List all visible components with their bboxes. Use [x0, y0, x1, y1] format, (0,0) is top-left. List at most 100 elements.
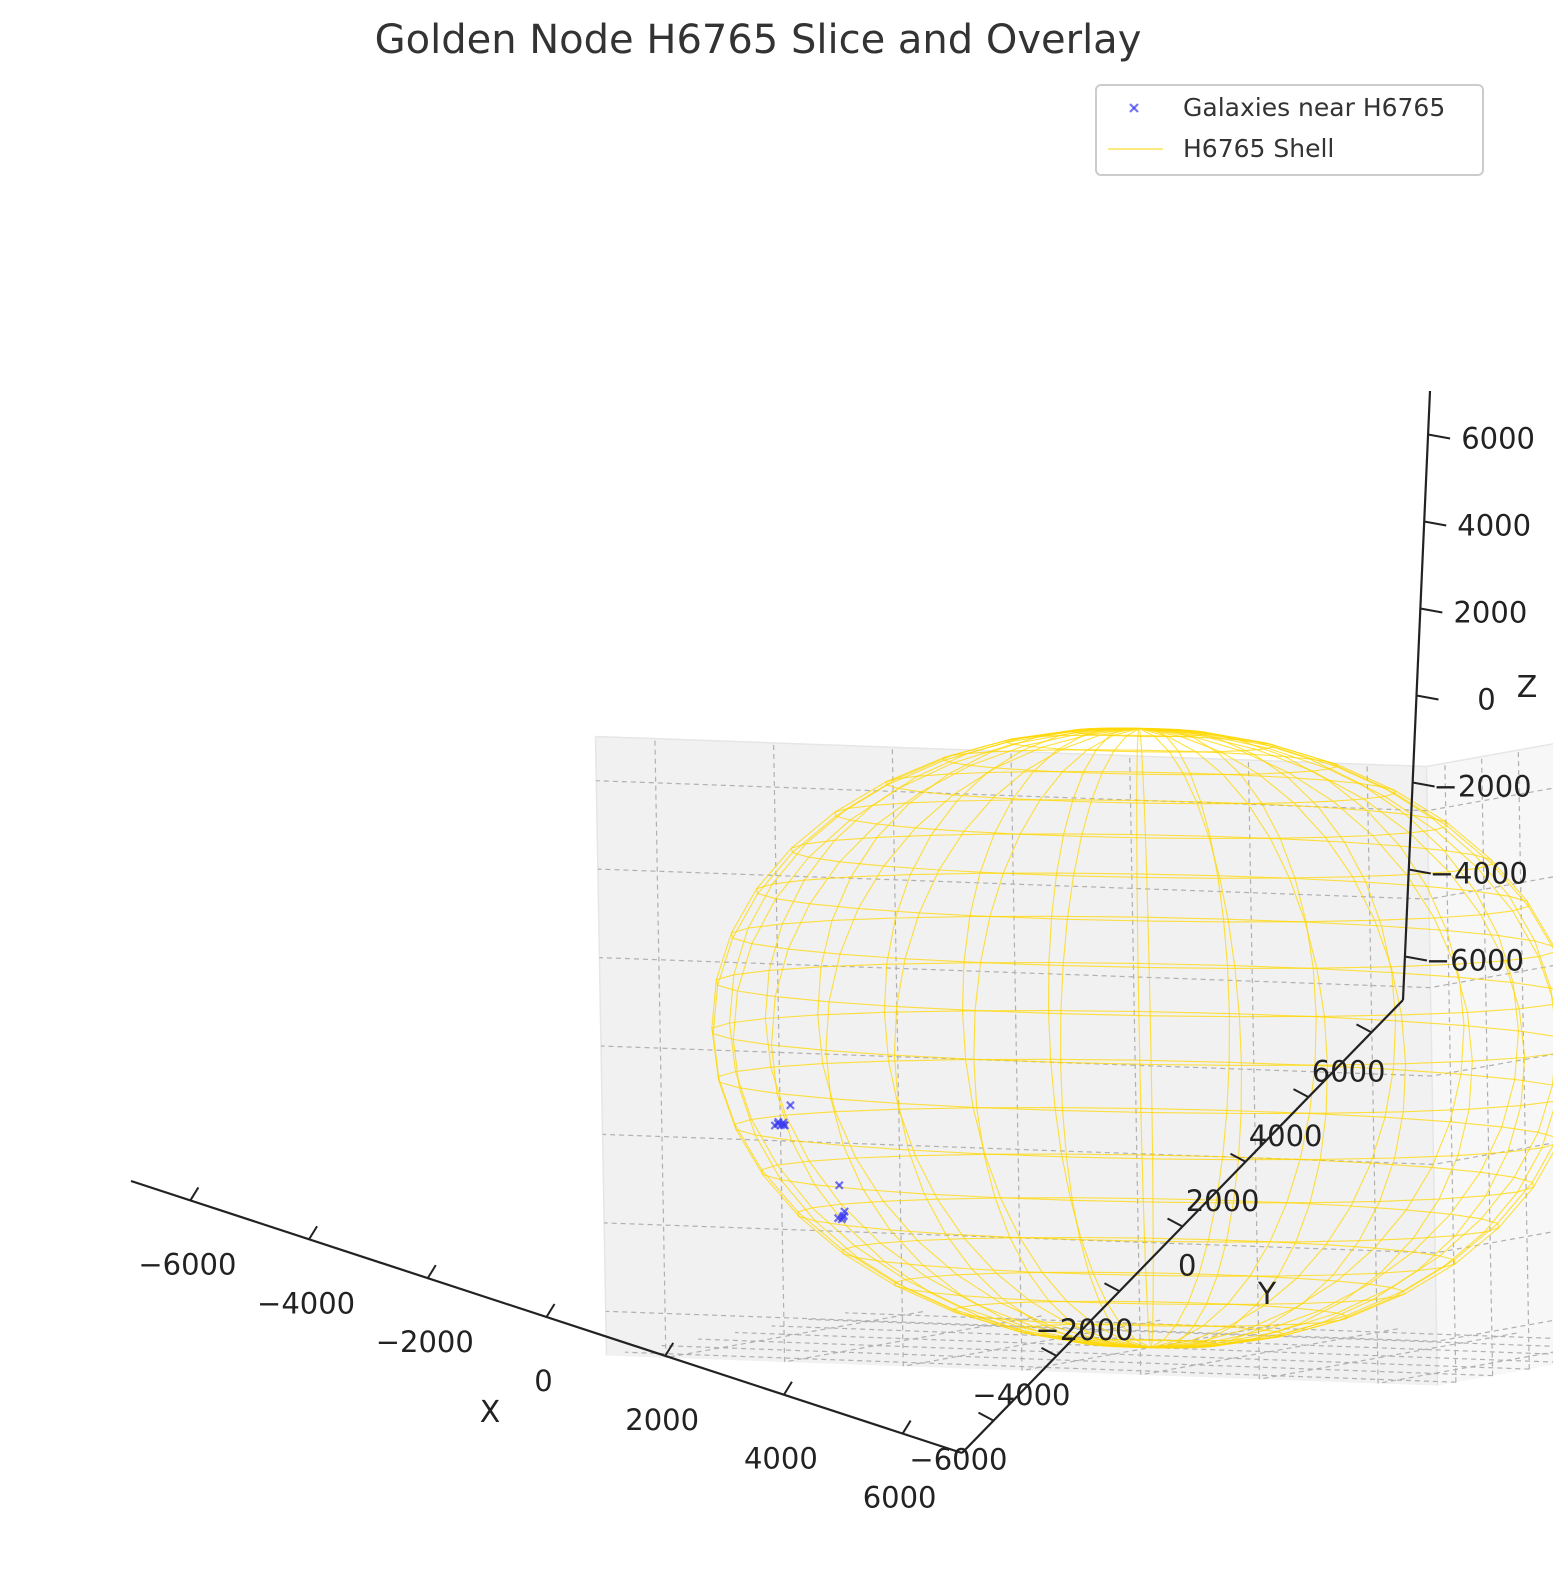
galaxy-point [834, 1180, 844, 1190]
legend-label-galaxies: Galaxies near H6765 [1183, 93, 1445, 122]
grid-line [1436, 1319, 1553, 1342]
grid-line [698, 1338, 1530, 1370]
x-tick-label: 4000 [744, 1442, 818, 1476]
x-tick-mark [189, 1186, 200, 1201]
z-tick-mark [1412, 781, 1435, 788]
shell-parallel [894, 1271, 1405, 1306]
shell-parallel [1005, 734, 1275, 753]
y-tick-label: 2000 [1186, 1184, 1260, 1218]
x-tick-label: 2000 [625, 1403, 699, 1437]
y-tick-label: 0 [1178, 1249, 1196, 1283]
x-tick-mark [783, 1381, 793, 1396]
shell-parallel [942, 749, 1338, 776]
y-tick-label: 6000 [1312, 1054, 1386, 1088]
shell-parallel [734, 1107, 1553, 1161]
shell-meridian [1139, 727, 1553, 1349]
grid-line [1259, 1332, 1517, 1380]
grid-line [597, 868, 1429, 900]
legend-box [1095, 84, 1484, 176]
shell-parallel [834, 799, 1449, 840]
shell-parallel [952, 1300, 1348, 1327]
x-tick-mark [901, 1420, 912, 1435]
y-tick-mark [978, 1411, 994, 1422]
shell-parallel [790, 833, 1493, 879]
z-tick-mark [1416, 694, 1439, 701]
shell-parallel [711, 1010, 1553, 1066]
shell-parallel [885, 770, 1396, 805]
grid-line [845, 1312, 1553, 1339]
z-tick-mark [1427, 433, 1451, 440]
x-tick-mark [664, 1342, 675, 1357]
y-tick-mark [1356, 1023, 1372, 1034]
y-tick-label: −2000 [1035, 1313, 1133, 1347]
grid-line [665, 1311, 924, 1359]
z-tick-label: 4000 [1457, 509, 1531, 543]
grid-line [1481, 756, 1494, 1376]
z-tick-label: 0 [1477, 683, 1495, 717]
legend: Galaxies near H6765 H6765 Shell [1095, 84, 1484, 176]
shell-meridian [1139, 727, 1553, 1349]
shell-parallel [1015, 1323, 1285, 1342]
galaxy-marker-stroke [778, 1118, 788, 1127]
grid-line [1433, 1142, 1553, 1165]
chart-title: Golden Node H6765 Slice and Overlay [375, 17, 1142, 63]
z-tick-mark [1404, 955, 1428, 962]
left-pane [1426, 743, 1553, 1386]
galaxy-point [786, 1100, 795, 1110]
x-tick-label: 0 [534, 1364, 552, 1398]
shell-meridian [1139, 727, 1553, 1349]
shell-parallel [797, 1197, 1500, 1243]
y-tick-label: −4000 [972, 1378, 1070, 1412]
z-tick-label: 6000 [1461, 422, 1535, 456]
y-tick-mark [1167, 1217, 1183, 1228]
grid-line [599, 957, 1431, 989]
galaxy-point [838, 1212, 848, 1222]
grid-line [1431, 1053, 1553, 1077]
z-tick-mark [1408, 868, 1431, 875]
shell-wireframe [711, 727, 1553, 1349]
legend-marker-galaxies [1129, 103, 1139, 113]
x-tick-label: 6000 [863, 1481, 937, 1515]
y-tick-label: −6000 [909, 1443, 1007, 1477]
y-tick-mark [1104, 1282, 1120, 1293]
grid-line [661, 1345, 1493, 1377]
x-tick-label: −6000 [138, 1247, 236, 1281]
grid-line [654, 738, 667, 1358]
shell-parallel [730, 915, 1553, 969]
grid-line [784, 1315, 1042, 1363]
grid-line [1428, 876, 1553, 900]
grid-lines [596, 738, 1553, 1384]
y-tick-mark [1230, 1152, 1246, 1163]
y-tick-label: 4000 [1249, 1119, 1323, 1153]
pane-edge [1426, 743, 1553, 768]
z-axis-label: Z [1517, 670, 1538, 705]
z-tick-mark [1424, 520, 1447, 527]
grid-line [1444, 763, 1457, 1383]
axis-lines [130, 390, 1451, 1455]
x-tick-mark [426, 1264, 437, 1279]
grid-line [605, 1310, 1437, 1342]
grid-line [1377, 1351, 1553, 1384]
shell-parallel [717, 1058, 1553, 1115]
axis-panes [594, 735, 1553, 1386]
tick-labels: −6000 −4000 −2000 0 2000 4000 6000 −6000 −4000 −2… [138, 422, 1535, 1515]
grid-line [1430, 965, 1553, 989]
shell-parallel [715, 961, 1553, 1018]
x-tick-mark [545, 1303, 556, 1318]
x-tick-label: −2000 [376, 1325, 474, 1359]
galaxy-marker-stroke [786, 1100, 795, 1110]
galaxy-point [778, 1118, 788, 1127]
shell-parallel [1082, 1338, 1219, 1349]
x-tick-label: −4000 [257, 1286, 355, 1320]
x-tick-mark [308, 1225, 318, 1240]
galaxy-marker-stroke [834, 1180, 844, 1190]
z-tick-label: −2000 [1434, 770, 1532, 804]
y-tick-mark [1293, 1088, 1309, 1098]
grid-line [1366, 764, 1379, 1384]
x-axis-label: X [480, 1395, 501, 1430]
y-tick-mark [1041, 1347, 1057, 1357]
grid-line [1140, 1328, 1398, 1376]
shell-parallel [755, 872, 1530, 923]
